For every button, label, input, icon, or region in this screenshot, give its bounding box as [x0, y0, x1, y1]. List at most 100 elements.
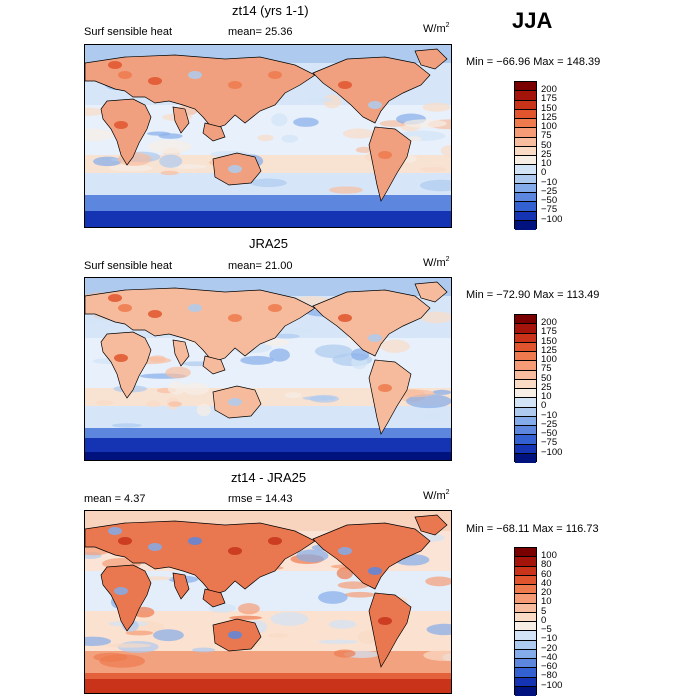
field-blob: [269, 348, 290, 362]
field-blob: [267, 633, 289, 638]
colorbar-swatch: [515, 640, 536, 650]
colorbar-swatch: [515, 659, 536, 669]
field-blob: [318, 591, 348, 604]
field-blob: [333, 649, 356, 658]
field-spot: [148, 543, 162, 551]
land-outline: [368, 592, 412, 668]
colorbar-tick-label: 50: [541, 139, 552, 151]
field-spot: [378, 384, 392, 392]
field-spot: [114, 587, 128, 595]
colorbar-swatch: [515, 183, 536, 193]
field-blob: [336, 567, 354, 580]
field-blob: [284, 392, 302, 399]
colorbar-swatch: [515, 389, 536, 399]
field-spot: [368, 567, 382, 575]
field-spot: [188, 71, 202, 79]
field-spot: [148, 77, 162, 85]
colorbar-tick-label: 150: [541, 102, 557, 114]
panel-2-units: W/m2: [423, 256, 450, 269]
field-blob: [355, 146, 373, 153]
field-blob: [337, 581, 370, 589]
field-blob: [420, 311, 451, 324]
field-blob: [293, 117, 319, 127]
colorbar-swatch: [515, 82, 536, 92]
colorbar-tick-label: 40: [541, 577, 552, 589]
colorbar-tick-label: −5: [541, 624, 552, 635]
colorbar-swatch: [515, 668, 536, 678]
field-spot: [114, 121, 128, 129]
colorbar-swatch: [515, 352, 536, 362]
colorbar-swatch: [515, 435, 536, 445]
colorbar-tick-label: 100: [541, 354, 557, 365]
colorbar-swatch: [515, 631, 536, 641]
colorbar-tick-label: −75: [541, 204, 558, 216]
field-spot: [118, 537, 132, 545]
field-blob: [296, 549, 329, 563]
colorbar-tick-label: 175: [541, 326, 557, 338]
field-blob: [105, 643, 152, 648]
colorbar-swatch: [515, 686, 536, 696]
colorbar-swatch: [515, 585, 536, 595]
panel-2-title: JRA25: [249, 236, 289, 251]
colorbar-swatch: [515, 174, 536, 184]
land-outline: [368, 359, 412, 435]
colorbar-swatch: [515, 156, 536, 166]
field-blob: [343, 128, 374, 139]
field-blob: [192, 647, 216, 653]
panel-2-colorbar: [514, 314, 537, 463]
colorbar-tick-label: −10: [541, 409, 558, 421]
field-spot: [148, 310, 162, 318]
colorbar-tick-label: 75: [541, 363, 552, 375]
panel-2-variable-label: Surf sensible heat: [84, 260, 173, 272]
panel-3-minmax: Min = −68.11 Max = 116.73: [466, 523, 599, 535]
panel-1-minmax: Min = −66.96 Max = 148.39: [466, 56, 601, 68]
panel-1-variable-label: Surf sensible heat: [84, 26, 173, 38]
land-outline: [100, 564, 152, 632]
field-blob: [196, 403, 211, 417]
field-blob: [406, 394, 451, 409]
land-outline: [312, 56, 431, 124]
colorbar-swatch: [515, 453, 536, 463]
panel-2-minmax: Min = −72.90 Max = 113.49: [466, 289, 600, 301]
colorbar-swatch: [515, 109, 536, 119]
field-blob: [318, 639, 359, 644]
colorbar-tick-label: −50: [541, 428, 558, 439]
land-outline: [368, 126, 412, 202]
field-blob: [351, 348, 370, 361]
colorbar-tick-label: 150: [541, 335, 557, 347]
colorbar-tick-label: −10: [541, 633, 558, 645]
panel-1-mean-label: mean= 25.36: [228, 26, 293, 38]
colorbar-swatch: [515, 342, 536, 352]
field-spot: [118, 304, 132, 312]
field-blob: [328, 186, 363, 194]
field-blob: [125, 630, 154, 636]
colorbar-tick-label: 50: [541, 372, 552, 384]
field-spot: [114, 354, 128, 362]
colorbar-swatch: [515, 649, 536, 659]
field-blob: [95, 400, 114, 406]
field-blob: [271, 113, 288, 127]
colorbar-tick-label: −80: [541, 670, 558, 682]
panel-3-title: zt14 - JRA25: [231, 470, 307, 485]
field-spot: [338, 314, 352, 322]
colorbar-swatch: [515, 575, 536, 585]
field-blob: [171, 164, 208, 169]
field-blob: [421, 413, 444, 419]
southern-ocean-band: [85, 215, 451, 227]
land-outline: [202, 122, 226, 142]
colorbar-swatch: [515, 193, 536, 203]
colorbar-tick-label: 5: [541, 605, 547, 617]
colorbar-tick-label: 20: [541, 587, 552, 598]
field-spot: [338, 547, 352, 555]
colorbar-tick-label: −100: [541, 679, 563, 691]
colorbar-tick-label: 25: [541, 381, 552, 393]
antarctic-band: [85, 452, 451, 460]
field-blob: [167, 381, 186, 395]
colorbar-tick-label: −40: [541, 651, 558, 663]
colorbar-swatch: [515, 622, 536, 632]
colorbar-swatch: [515, 100, 536, 110]
field-spot: [338, 81, 352, 89]
field-blob: [419, 179, 451, 192]
field-blob: [229, 615, 263, 620]
field-spot: [228, 398, 242, 406]
